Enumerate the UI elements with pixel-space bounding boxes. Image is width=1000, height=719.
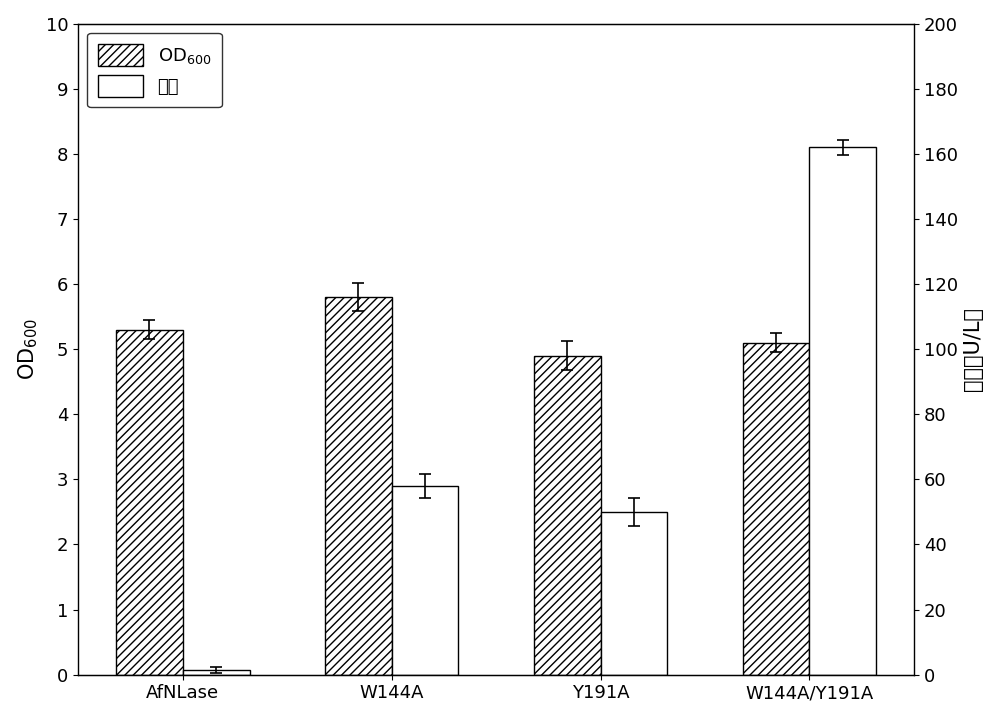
Bar (534, 356, 601, 674)
Legend: OD$_{600}$, 酶活: OD$_{600}$, 酶活 (87, 32, 222, 107)
Bar (809, 147, 876, 674)
Bar (743, 343, 809, 674)
Y-axis label: 酶活（U/L）: 酶活（U/L） (963, 307, 983, 391)
Bar (392, 486, 458, 674)
Bar (601, 512, 667, 674)
Bar (116, 329, 183, 674)
Bar (325, 297, 392, 674)
Bar (183, 670, 250, 674)
Y-axis label: OD$_{600}$: OD$_{600}$ (17, 319, 40, 380)
